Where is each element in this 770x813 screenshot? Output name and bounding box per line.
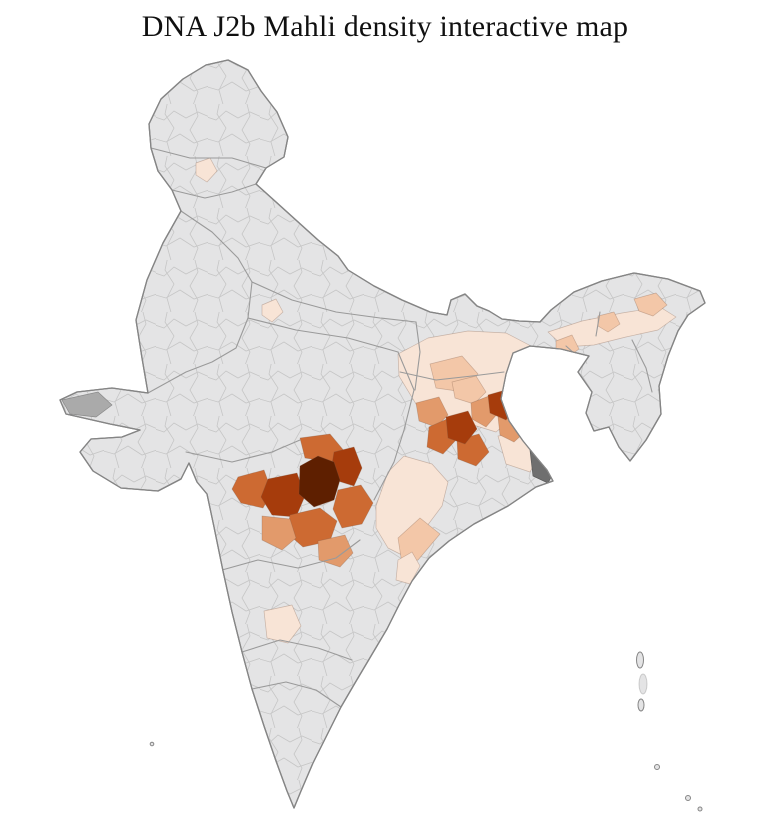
district-shape[interactable] (261, 298, 284, 323)
island-chains (149, 651, 703, 812)
district-kutch-marsh[interactable] (61, 391, 113, 418)
andaman-island-north[interactable] (636, 651, 644, 669)
district-shape[interactable] (415, 396, 449, 428)
district-shape[interactable] (195, 157, 218, 183)
district-shape[interactable] (451, 375, 487, 405)
lakshadweep-island-dot[interactable] (149, 741, 155, 747)
district-shape[interactable] (332, 484, 374, 529)
district-shape[interactable] (445, 410, 478, 445)
andaman-island-middle[interactable] (638, 673, 648, 695)
india-outline (59, 59, 706, 809)
nicobar-island-dot[interactable] (654, 764, 660, 770)
district-shape[interactable] (513, 385, 543, 419)
nicobar-island-dot[interactable] (685, 795, 691, 801)
district-shape[interactable] (395, 551, 421, 585)
district-shape[interactable] (317, 534, 354, 568)
district-shape[interactable] (263, 604, 302, 644)
district-shape[interactable] (375, 455, 449, 557)
district-shape[interactable] (633, 292, 668, 317)
district-boundary-mesh (60, 60, 705, 808)
district-shape[interactable] (298, 455, 341, 508)
page-title: DNA J2b Mahli density interactive map (141, 10, 629, 43)
district-shape[interactable] (261, 515, 297, 551)
andaman-island-south[interactable] (637, 698, 645, 712)
nicobar-island-dot[interactable] (697, 806, 703, 812)
